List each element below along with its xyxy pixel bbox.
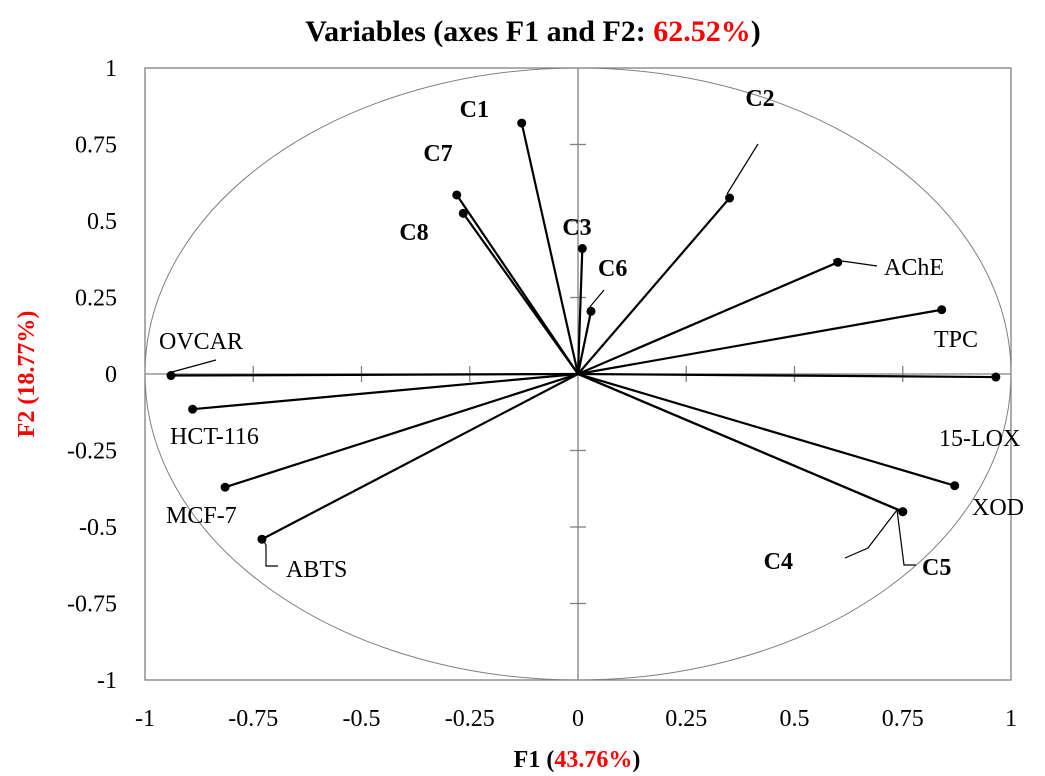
y-tick-label: -1 <box>97 668 117 694</box>
x-axis-label: F1 (43.76%) <box>514 747 641 773</box>
label-c3: C3 <box>562 215 591 241</box>
x-tick-label: 0.5 <box>780 706 810 732</box>
vector-hct-116 <box>192 372 579 411</box>
point-ovcar <box>166 371 176 381</box>
leader-line-ovcar <box>171 359 217 373</box>
leader-line-c6 <box>588 289 605 309</box>
point-tpc <box>937 305 947 315</box>
point-c2 <box>725 193 735 203</box>
x-tick-label: 0.75 <box>882 706 924 732</box>
vector-15-lox <box>577 372 996 379</box>
label-c6: C6 <box>598 256 627 282</box>
vector-c3 <box>576 248 584 375</box>
label-c8: C8 <box>399 220 428 246</box>
x-tick-label: -1 <box>135 706 155 732</box>
point-c6 <box>586 306 596 316</box>
label-abts: ABTS <box>286 557 347 583</box>
y-axis-label-prefix: F2 ( <box>14 397 40 438</box>
y-axis-label-highlight: 18.77% <box>14 319 40 397</box>
y-tick-label: 0.25 <box>75 286 117 312</box>
tick-labels: -1 -0.75 -0.5 -0.25 0 0.25 0.5 0.75 1 -1 -0.75 -0.5… <box>67 56 1017 732</box>
chart-title-suffix: ) <box>751 15 761 48</box>
x-tick-label: 1 <box>1005 706 1017 732</box>
point-c1 <box>517 118 527 128</box>
chart-title: Variables (axes F1 and F2: 62.52%) <box>305 15 761 48</box>
variable-labels: C1 C2 C3 C4 C5 C6 C7 C8 AChE TPC 15-LOX XOD OVCAR HCT… <box>159 86 1024 583</box>
point-c7 <box>452 190 462 200</box>
label-ovcar: OVCAR <box>159 329 243 355</box>
label-c4: C4 <box>764 549 793 575</box>
y-tick-label: 0.75 <box>75 133 117 159</box>
vector-c1 <box>520 122 580 375</box>
y-axis-label: F2 (18.77%) <box>14 311 40 438</box>
label-tpc: TPC <box>934 327 978 353</box>
chart-title-highlight: 62.52% <box>653 15 751 48</box>
vector-abts <box>261 373 579 541</box>
vector-c2 <box>577 197 731 375</box>
vector-tpc <box>577 308 942 376</box>
vector-xod <box>577 372 956 487</box>
label-15-lox: 15-LOX <box>939 426 1020 452</box>
y-tick-label: 0 <box>105 362 117 388</box>
point-ache <box>833 257 843 267</box>
vector-mcf-7 <box>224 372 579 489</box>
x-axis-label-suffix: ) <box>632 747 640 773</box>
leader-line-ache <box>832 259 878 267</box>
x-tick-label: 0 <box>572 706 584 732</box>
variable-vectors <box>166 118 1001 544</box>
x-tick-label: -0.5 <box>343 706 381 732</box>
vector-c5 <box>577 372 904 513</box>
label-c1: C1 <box>460 97 489 123</box>
leader-line-c5 <box>896 509 916 566</box>
vector-ovcar <box>170 372 579 377</box>
point-c5 <box>898 507 908 517</box>
vector-c6 <box>576 311 593 375</box>
x-axis-label-highlight: 43.76% <box>554 747 632 773</box>
label-c5: C5 <box>922 555 951 581</box>
label-c7: C7 <box>423 141 452 167</box>
x-tick-label: -0.25 <box>445 706 495 732</box>
y-tick-label: -0.5 <box>79 515 117 541</box>
chart-title-prefix: Variables (axes F1 and F2: <box>305 15 653 48</box>
y-tick-label: 0.5 <box>87 209 117 235</box>
x-axis-label-prefix: F1 ( <box>514 747 555 773</box>
vector-c8 <box>462 212 579 375</box>
label-xod: XOD <box>972 495 1024 521</box>
y-axis-label-suffix: ) <box>14 311 40 319</box>
leader-line-c2 <box>726 143 759 195</box>
point-xod <box>950 481 960 491</box>
label-c2: C2 <box>745 86 774 112</box>
leader-line-c4 <box>844 509 898 559</box>
point-mcf-7 <box>220 482 230 492</box>
y-tick-label: -0.25 <box>67 439 117 465</box>
leader-line-abts <box>261 537 278 567</box>
point-c3 <box>577 244 587 254</box>
vector-ache <box>577 261 839 376</box>
label-hct-116: HCT-116 <box>170 424 259 450</box>
point-c8 <box>458 208 468 218</box>
label-mcf-7: MCF-7 <box>166 503 237 529</box>
point-15-lox <box>991 372 1001 382</box>
y-tick-label: 1 <box>105 56 117 82</box>
x-tick-label: -0.75 <box>228 706 278 732</box>
x-tick-label: 0.25 <box>665 706 707 732</box>
y-tick-label: -0.75 <box>67 592 117 618</box>
point-hct-116 <box>188 404 198 414</box>
label-ache: AChE <box>884 255 944 281</box>
